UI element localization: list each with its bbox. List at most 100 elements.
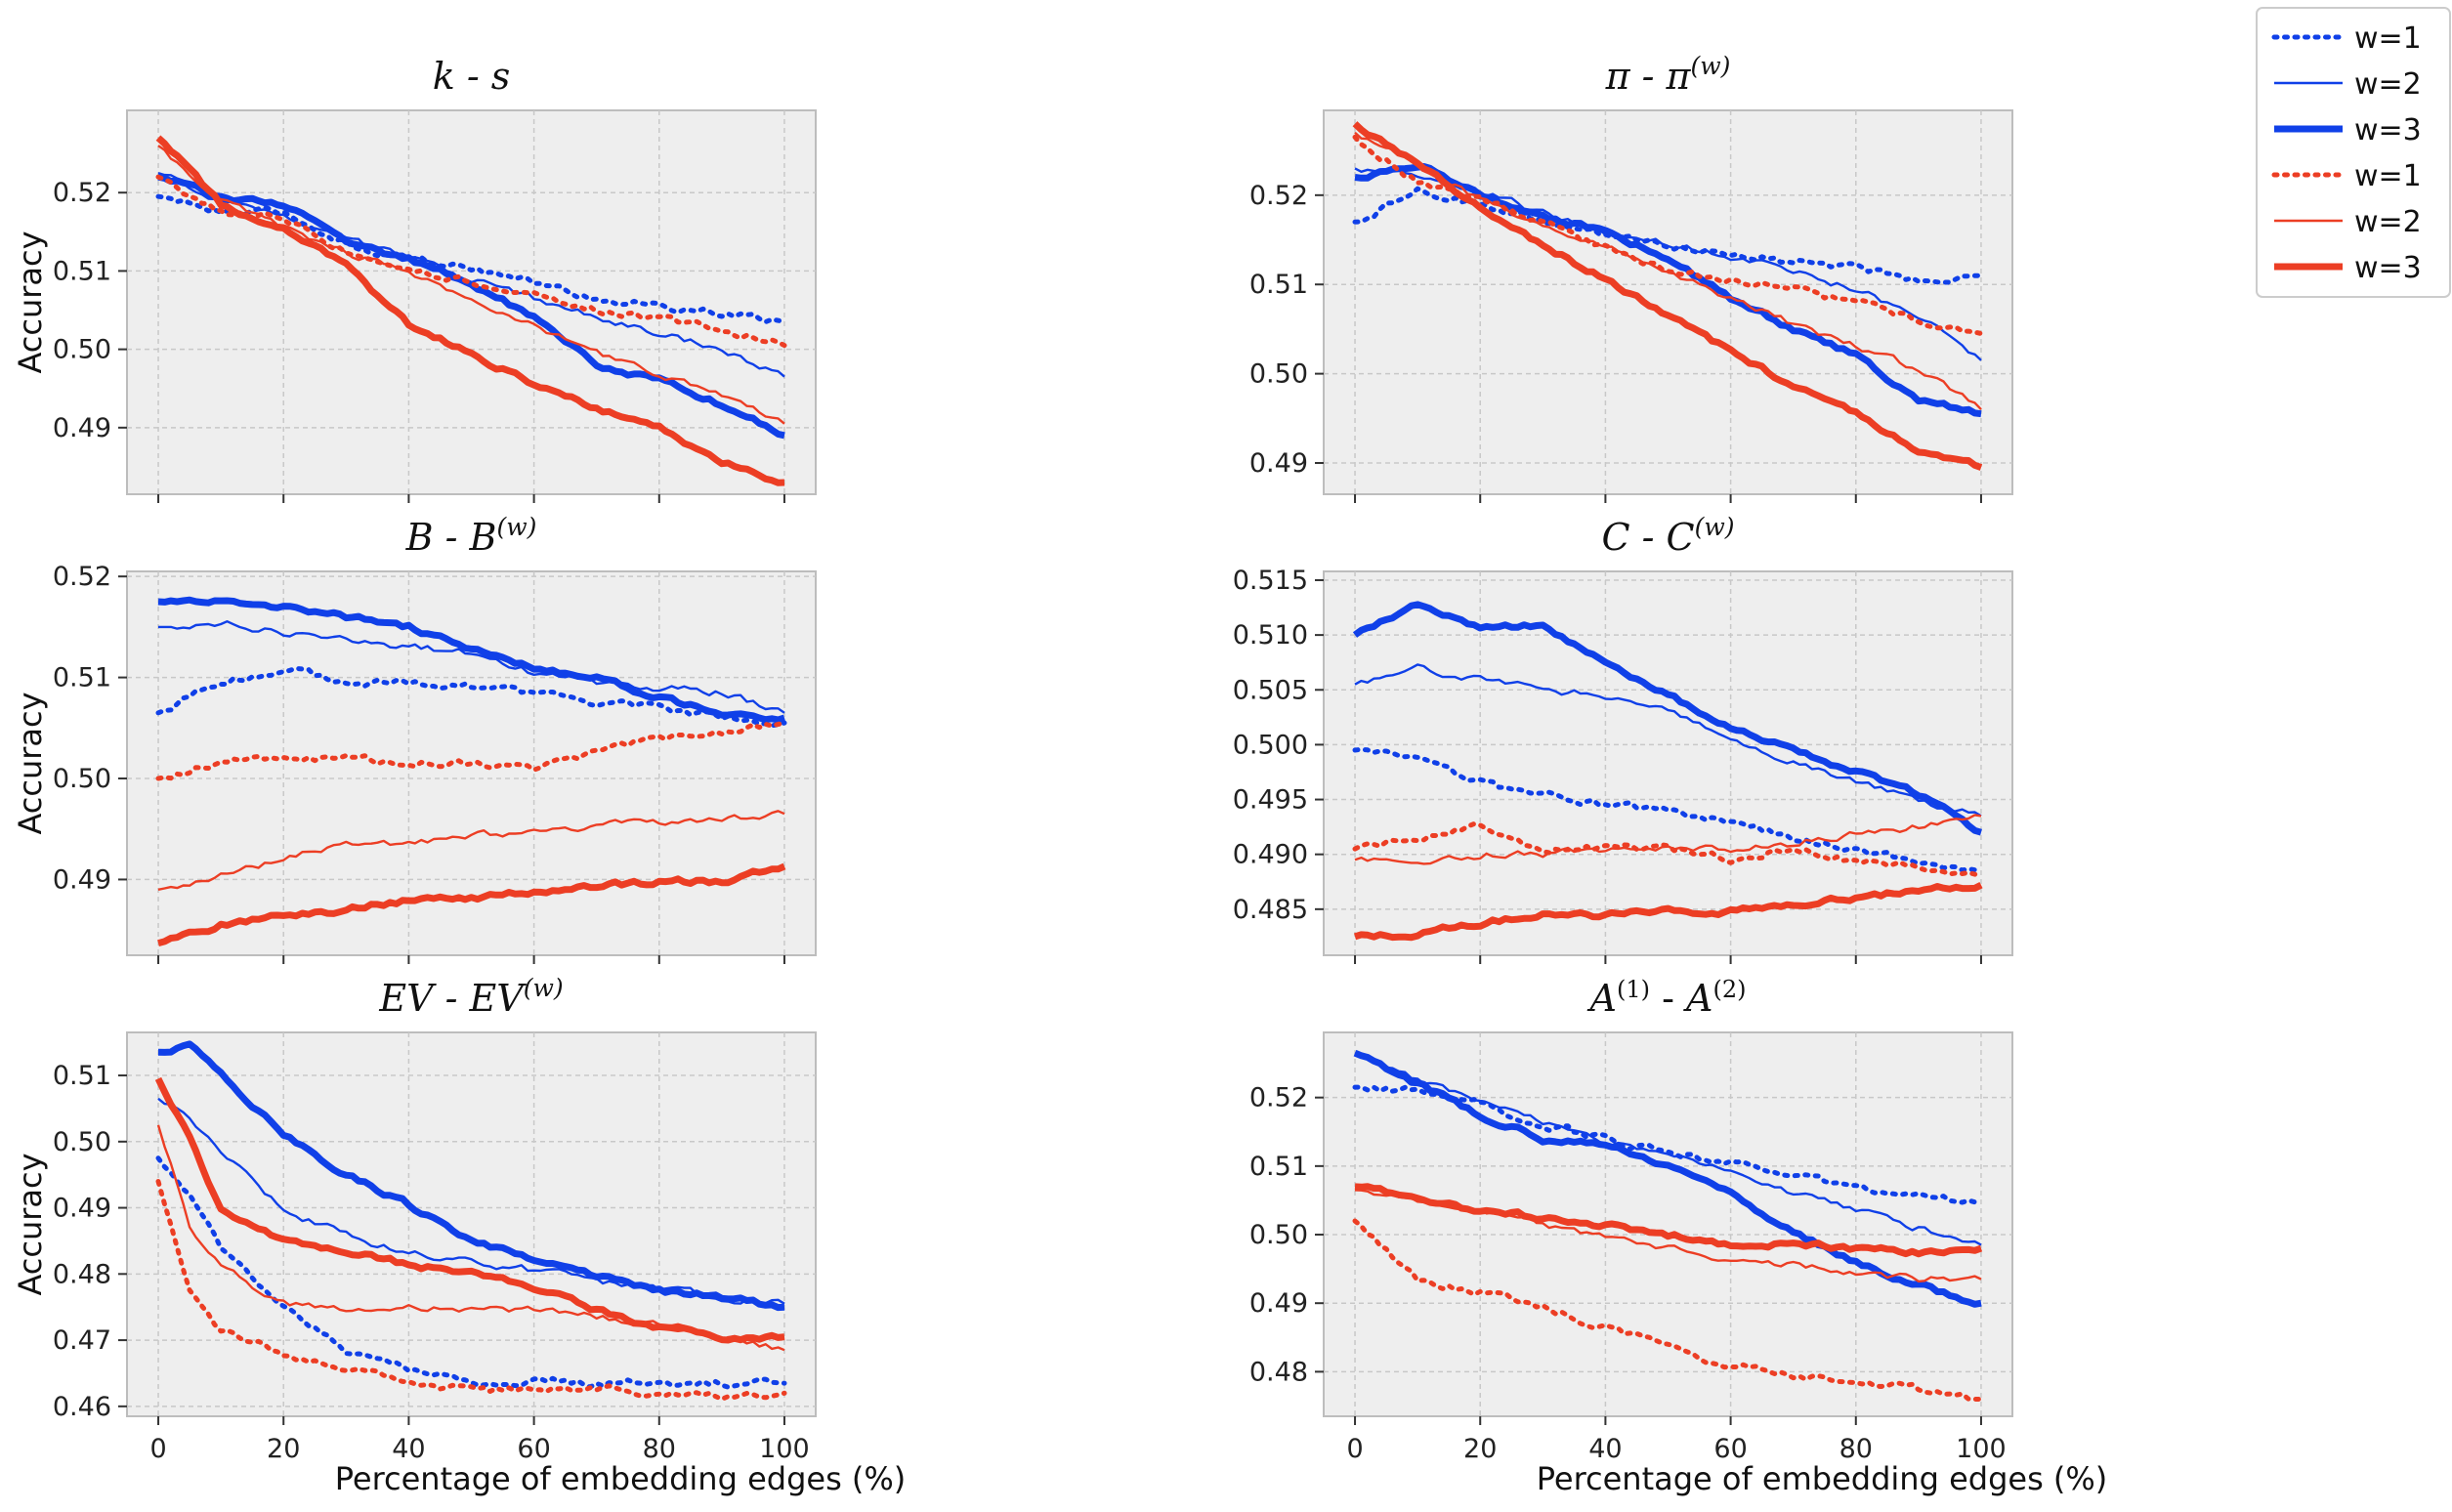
y-tick-label: 0.49 (53, 1194, 111, 1224)
y-tick-label: 0.495 (1233, 785, 1308, 816)
legend-box (2256, 7, 2451, 298)
series-blue-thin (1354, 663, 1982, 818)
y-tick-label: 0.49 (53, 413, 111, 443)
y-tick-label: 0.500 (1233, 730, 1308, 760)
x-tick-label: 0 (149, 1434, 166, 1464)
y-tick-label: 0.48 (1249, 1357, 1308, 1387)
x-axis-label-right: Percentage of embedding edges (%) (1537, 1460, 2108, 1497)
panel-title: C - C(w) (1601, 513, 1734, 559)
y-tick-label: 0.490 (1233, 840, 1308, 870)
y-axis-label: Accuracy (12, 231, 49, 373)
x-tick-label: 60 (517, 1434, 550, 1464)
panel-B: 0.49 0.50 0.51 0.52 B - B(w) Accuracy (12, 513, 817, 964)
x-tick-label: 60 (1713, 1434, 1747, 1464)
series-red-dotted (155, 720, 787, 781)
y-tick-label: 0.49 (1249, 448, 1308, 479)
series-red-thin (157, 145, 785, 425)
series-group (1352, 121, 1984, 471)
y-axis-label: Accuracy (12, 1153, 49, 1295)
series-red-thick (1354, 1183, 1983, 1258)
series-blue-thin (158, 620, 785, 714)
legend-label: w=2 (2354, 205, 2422, 239)
y-tick-label: 0.510 (1233, 620, 1308, 651)
series-red-dotted (1352, 1218, 1984, 1402)
y-tick-label: 0.485 (1233, 895, 1308, 925)
panel-title: EV - EV(w) (378, 974, 563, 1020)
plot-area (1323, 570, 2013, 956)
x-tick-label: 20 (1463, 1434, 1497, 1464)
plot-area (1323, 1031, 2013, 1417)
panel-title: π - π(w) (1605, 52, 1731, 98)
series-blue-thick (157, 1040, 785, 1312)
series-red-thick (157, 862, 786, 946)
series-red-dotted (155, 1179, 787, 1402)
series-red-thick (154, 1076, 785, 1344)
panel-EV: 0 20 40 60 80 100 0.46 0.47 0.48 0.49 0.50 0.51 EV -… (12, 974, 817, 1464)
series-group (1352, 601, 1984, 942)
panel-title: A(1) - A(2) (1587, 976, 1747, 1020)
x-tick-label: 80 (643, 1434, 676, 1464)
legend-label: w=1 (2354, 21, 2422, 56)
series-red-dotted (155, 174, 787, 349)
y-tick-label: 0.51 (53, 256, 111, 286)
series-group (154, 1040, 787, 1402)
y-tick-label: 0.50 (1249, 1220, 1308, 1250)
x-tick-label: 40 (392, 1434, 425, 1464)
x-tick-label: 0 (1346, 1434, 1363, 1464)
y-tick-label: 0.52 (1249, 181, 1308, 211)
series-red-thick (155, 135, 785, 486)
y-tick-label: 0.50 (1249, 359, 1308, 390)
y-tick-label: 0.52 (53, 178, 111, 208)
y-tick-label: 0.52 (53, 562, 111, 592)
y-axis-label: Accuracy (12, 692, 49, 834)
y-tick-label: 0.515 (1233, 566, 1308, 596)
x-tick-label: 40 (1588, 1434, 1622, 1464)
x-tick-label: 20 (267, 1434, 300, 1464)
series-blue-dotted (1352, 746, 1984, 873)
series-blue-thick (1353, 1049, 1982, 1308)
series-blue-dotted (155, 665, 787, 729)
y-tick-label: 0.47 (53, 1325, 111, 1356)
series-blue-dotted (155, 1155, 787, 1390)
y-tick-label: 0.50 (53, 764, 111, 794)
panel-A: 0 20 40 60 80 100 0.48 0.49 0.50 0.51 0.52 A(1) - A… (1249, 976, 2013, 1464)
y-tick-label: 0.51 (1249, 1152, 1308, 1182)
series-red-thin (1354, 814, 1982, 865)
panel-title: B - B(w) (405, 513, 537, 559)
series-red-thin (156, 1124, 785, 1352)
x-axis-label-left: Percentage of embedding edges (%) (335, 1460, 907, 1497)
legend-label: w=1 (2354, 159, 2422, 193)
y-tick-label: 0.46 (53, 1392, 111, 1422)
x-tick-label: 80 (1839, 1434, 1873, 1464)
x-tick-label: 100 (759, 1434, 810, 1464)
x-tick-label: 100 (1956, 1434, 2007, 1464)
panel-k-s: 0.49 0.50 0.51 0.52 k - s Accuracy (12, 55, 817, 503)
y-tick-label: 0.51 (53, 663, 111, 693)
series-blue-thick (157, 596, 786, 724)
series-blue-thin (157, 1097, 785, 1306)
y-tick-label: 0.505 (1233, 675, 1308, 705)
panel-C: 0.485 0.490 0.495 0.500 0.505 0.510 0.515 C - C… (1233, 513, 2013, 964)
series-group (155, 135, 787, 486)
series-red-thick (1353, 881, 1983, 942)
y-tick-label: 0.51 (1249, 270, 1308, 300)
y-tick-label: 0.49 (53, 864, 111, 895)
series-red-thin (157, 810, 785, 891)
plot-area (126, 1031, 817, 1417)
series-red-thin (1354, 131, 1982, 411)
y-tick-label: 0.49 (1249, 1288, 1308, 1319)
legend-label: w=2 (2354, 67, 2422, 102)
panel-pi: 0.49 0.50 0.51 0.52 π - π(w) (1249, 52, 2013, 503)
y-tick-label: 0.48 (53, 1259, 111, 1289)
plot-area (126, 109, 817, 495)
legend-label: w=3 (2354, 113, 2422, 147)
series-group (1352, 1049, 1984, 1402)
panel-title: k - s (433, 55, 511, 98)
series-blue-thin (1354, 1051, 1982, 1246)
series-group (155, 596, 787, 946)
y-tick-label: 0.52 (1249, 1083, 1308, 1113)
legend: w=1 w=2 w=3 w=1 w=2 w=3 (2256, 7, 2451, 298)
y-tick-label: 0.51 (53, 1061, 111, 1091)
series-blue-thick (1352, 601, 1982, 836)
